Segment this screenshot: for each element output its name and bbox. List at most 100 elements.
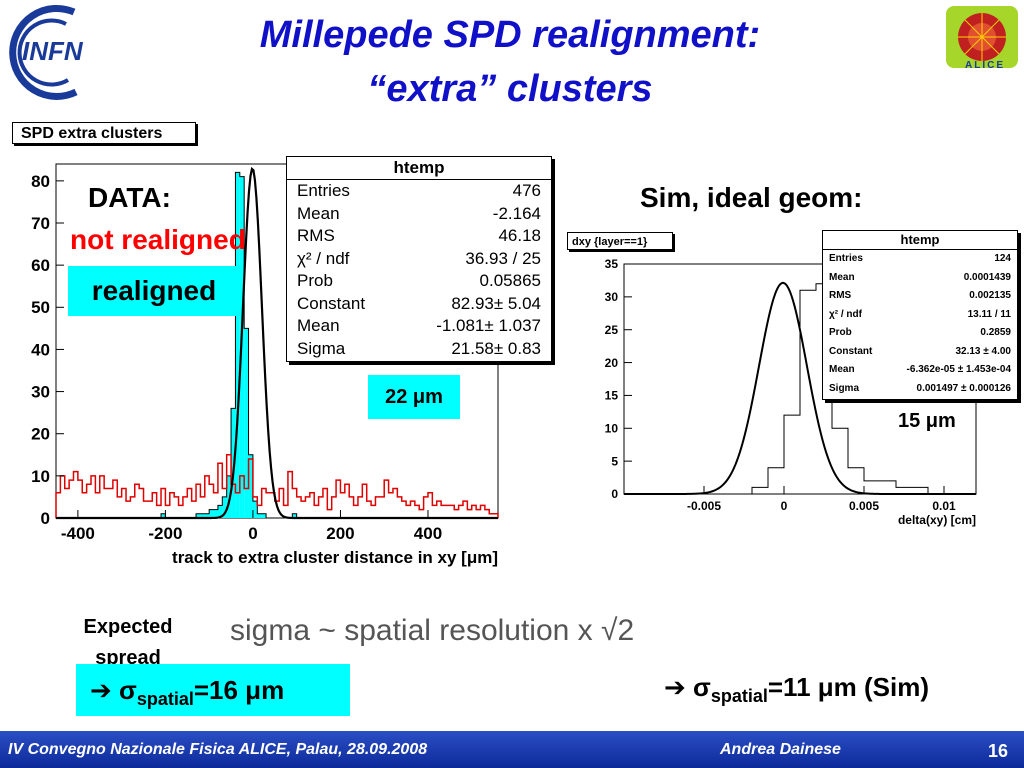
y-tick-label: 10: [31, 467, 50, 486]
histogram-bar: [213, 509, 218, 518]
sigma-symbol: σ: [119, 675, 137, 705]
histogram-bar: [261, 513, 267, 518]
expected-spread-label: Expected spread: [83, 616, 173, 669]
stats-row: RMS 0.002135: [829, 287, 1011, 306]
y-tick-label: 40: [31, 340, 50, 359]
infn-logo: [4, 4, 100, 100]
stats-key: Constant: [829, 345, 873, 357]
y-tick-label: 0: [611, 487, 618, 501]
stats-value: 0.0001439: [963, 271, 1011, 283]
sigma-value: =16 μm: [193, 675, 285, 705]
page-number: 16: [988, 741, 1009, 761]
x-tick-label: -400: [61, 524, 95, 543]
stats-key: Mean: [829, 271, 855, 283]
histogram-bar: [235, 172, 240, 518]
sigma-symbol: σ: [693, 672, 711, 702]
x-axis-label: track to extra cluster distance in xy [μ…: [172, 548, 498, 567]
right-stats-header: htemp: [823, 231, 1017, 250]
footer-conference: IV Convegno Nazionale Fisica ALICE, Pala…: [8, 741, 428, 758]
stats-key: Entries: [297, 181, 350, 200]
y-tick-label: 10: [605, 421, 619, 435]
stats-row: Entries 124: [829, 250, 1011, 269]
footer-bar: IV Convegno Nazionale Fisica ALICE, Pala…: [0, 731, 1024, 768]
realigned-label: realigned: [68, 266, 240, 316]
stats-value: 36.93 / 25: [465, 248, 541, 268]
sigma-sim-line: ➔ σspatial=11 μm (Sim): [664, 672, 929, 707]
sigma-subscript: spatial: [136, 689, 194, 710]
y-tick-label: 0: [41, 509, 50, 528]
x-axis-label: delta(xy) [cm]: [898, 513, 976, 527]
stats-value: 0.001497 ± 0.000126: [916, 382, 1011, 394]
histogram-bar: [248, 454, 253, 518]
not-realigned-label: not realigned: [70, 224, 246, 255]
stats-key: Mean: [297, 203, 340, 223]
sigma-subscript: spatial: [710, 686, 768, 707]
stats-value: 13.11 / 11: [967, 308, 1011, 320]
arrow-icon: ➔: [664, 672, 686, 702]
stats-row: Sigma 0.001497 ± 0.000126: [829, 380, 1011, 399]
stats-key: χ² / ndf: [297, 248, 350, 268]
stats-row: Mean -6.362e-05 ± 1.453e-04: [829, 361, 1011, 380]
alice-logo-text: ALICE: [965, 60, 1005, 71]
y-tick-label: 20: [31, 425, 50, 444]
stats-value: 21.58± 0.83: [451, 338, 541, 358]
stats-key: Sigma: [829, 382, 860, 394]
right-stats-box: htemp Entries 124 Mean 0.0001439 RMS 0.002135…: [822, 230, 1018, 400]
x-tick-label: 0.01: [932, 499, 956, 513]
y-tick-label: 15: [605, 389, 619, 403]
stats-row: χ² / ndf 36.93 / 25: [297, 248, 541, 271]
stats-value: -1.081± 1.037: [436, 316, 541, 335]
histogram-bar: [292, 513, 297, 518]
y-tick-label: 80: [31, 172, 50, 191]
stats-value: 0.2859: [980, 327, 1011, 338]
gaussian-fit-line: [624, 281, 976, 495]
stats-row: Mean -1.081± 1.037: [297, 315, 541, 338]
x-tick-label: -0.005: [687, 499, 721, 513]
sigma-data-box: ➔ σspatial=16 μm: [76, 664, 350, 716]
stats-row: Mean -2.164: [297, 203, 541, 226]
slide-title-line2: “extra” clusters: [367, 68, 653, 110]
stats-value: 476: [512, 181, 541, 200]
stats-value: -2.164: [492, 203, 541, 223]
stats-row: Prob 0.05865: [297, 270, 541, 293]
stats-key: Entries: [829, 253, 863, 264]
x-tick-label: 0: [248, 524, 257, 543]
histogram-bar: [252, 501, 258, 518]
left-chart-tag: SPD extra clusters: [12, 122, 196, 144]
alice-logo: [944, 4, 1020, 76]
gaussian-fit-line: [56, 166, 498, 520]
histogram-bar: [196, 513, 201, 518]
arrow-icon: ➔: [90, 675, 112, 705]
left-resolution-label: 22 μm: [368, 375, 460, 419]
stats-value: 0.05865: [479, 271, 541, 290]
left-stats-box: htemp Entries 476 Mean -2.164 RMS 46.18 χ² / n…: [286, 156, 552, 362]
stats-row: χ² / ndf 13.11 / 11: [829, 306, 1011, 325]
x-tick-label: -200: [148, 524, 182, 543]
x-tick-label: 200: [326, 524, 354, 543]
stats-value: 0.002135: [969, 290, 1011, 301]
y-tick-label: 35: [605, 257, 619, 271]
stats-key: Sigma: [297, 338, 346, 358]
left-stats-header: htemp: [287, 157, 551, 180]
stats-key: RMS: [297, 226, 335, 245]
infn-logo-text: INFN: [22, 36, 83, 66]
sigma-formula: sigma ~ spatial resolution x √2: [230, 614, 635, 647]
slide-title-line1: Millepede SPD realignment:: [259, 14, 761, 56]
stats-key: RMS: [829, 290, 852, 301]
histogram-series-0: [624, 283, 976, 495]
stats-key: Prob: [829, 327, 852, 338]
sim-label: Sim, ideal geom:: [640, 182, 863, 213]
stats-row: RMS 46.18: [297, 225, 541, 248]
stats-row: Constant 82.93± 5.04: [297, 293, 541, 316]
histogram-bar: [209, 509, 214, 518]
histogram-bar: [161, 513, 166, 518]
stats-key: Prob: [297, 271, 333, 290]
y-tick-label: 20: [605, 356, 619, 370]
stats-value: 32.13 ± 4.00: [955, 345, 1011, 357]
y-tick-label: 5: [611, 454, 618, 468]
stats-value: 46.18: [498, 226, 541, 245]
y-tick-label: 30: [31, 383, 50, 402]
histogram-bar: [244, 328, 249, 518]
stats-row: Prob 0.2859: [829, 324, 1011, 343]
footer-author: Andrea Dainese: [720, 741, 841, 758]
